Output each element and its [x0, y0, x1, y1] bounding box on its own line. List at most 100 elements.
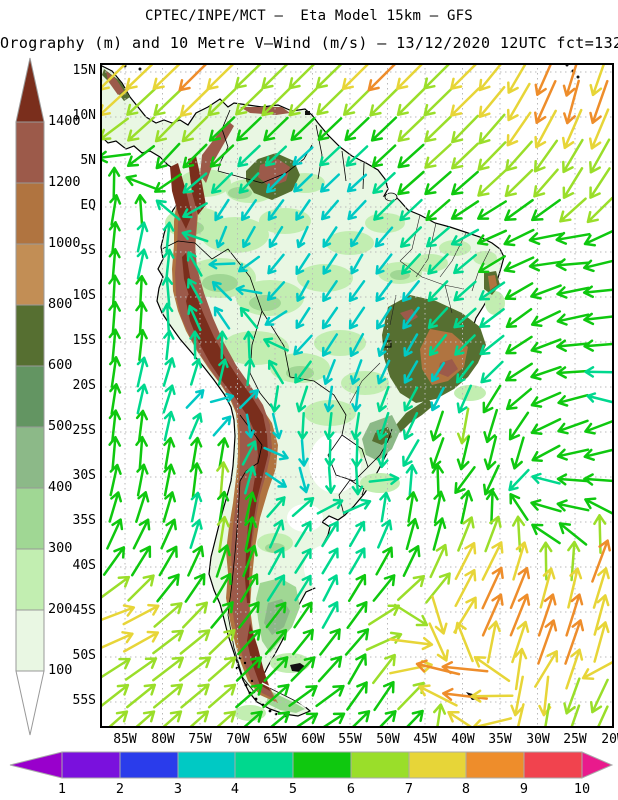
wind-arrow: [324, 439, 336, 467]
wind-arrow: [184, 573, 206, 603]
wind-arrow: [342, 498, 372, 514]
wind-arrow: [135, 409, 149, 443]
wind-arrow: [429, 410, 444, 442]
marajo-island: [384, 192, 398, 202]
wind-arrow: [100, 631, 134, 650]
wind-arrow: [109, 383, 122, 415]
wind-arrow: [350, 226, 364, 248]
wind-arrow: [369, 87, 399, 117]
wind-arrow: [402, 306, 420, 330]
wind-arrow: [351, 464, 364, 496]
wind-band-5-6: [292, 751, 352, 779]
lon-tick-85W: 85W: [113, 732, 137, 747]
wind-arrow: [405, 464, 418, 496]
lat-tick-5S: 5S: [80, 243, 96, 258]
wind-arrow: [433, 703, 447, 728]
wind-arrow: [132, 518, 151, 550]
wind-arrow: [430, 361, 446, 383]
wind-arrow: [557, 393, 589, 407]
wind-arrow: [188, 412, 203, 440]
oro-level-600: 600: [48, 357, 73, 373]
wind-arrow: [537, 593, 557, 637]
lat-tick-45S: 45S: [72, 603, 96, 618]
wind-arrow: [514, 647, 528, 691]
wind-arrow: [266, 574, 286, 602]
venezuela-coastal-range: [240, 107, 290, 115]
wind-arrow: [186, 278, 203, 304]
wind-arrow: [135, 435, 148, 471]
map-frame: [100, 63, 614, 728]
wind-arrow: [504, 282, 534, 301]
wind-arrow: [293, 173, 313, 193]
wind-arrow: [294, 360, 312, 384]
wind-arrow: [346, 173, 368, 193]
wind-arrow: [292, 146, 314, 166]
lat-tick-10S: 10S: [72, 288, 96, 303]
wind-arrow: [505, 335, 533, 355]
wind-arrow: [189, 519, 203, 549]
wind-arrow: [350, 412, 362, 440]
wind-arrow: [235, 683, 263, 709]
wind-arrow: [297, 411, 309, 441]
wind-arrow: [508, 411, 530, 441]
wind-arrow: [477, 200, 507, 220]
wind-level-1: 1: [57, 781, 67, 797]
wind-arrow: [555, 258, 591, 272]
wind-arrow: [153, 602, 183, 628]
wind-arrow: [323, 412, 335, 440]
wind-arrow: [404, 709, 424, 728]
wind-arrow: [556, 313, 590, 326]
wind-arrow: [244, 465, 257, 495]
wind-arrow: [242, 544, 258, 578]
wind-arrow: [125, 174, 157, 190]
wind-arrow: [125, 63, 156, 90]
wind-arrow: [592, 567, 610, 609]
wind-arrow: [460, 489, 474, 525]
wind-arrow: [261, 87, 291, 117]
wind-level-7: 7: [404, 781, 414, 797]
wind-arrow: [290, 116, 316, 142]
wind-arrow: [136, 248, 149, 280]
wind-arrow: [506, 82, 531, 122]
wind-arrow: [238, 601, 260, 629]
wind-arrow: [323, 385, 335, 413]
oro-level-1000: 1000: [48, 235, 81, 251]
wind-arrow: [476, 229, 508, 246]
wind-arrow: [108, 166, 121, 200]
wind-arrow: [319, 173, 341, 193]
wind-arrow: [294, 574, 312, 602]
wind-arrow: [241, 710, 263, 728]
wind-arrow: [442, 687, 488, 701]
minas-highlands-tan: [420, 329, 468, 385]
wind-arrow: [155, 142, 181, 170]
cordillera-oriental: [188, 156, 206, 215]
wind-arrow: [530, 499, 562, 513]
wind-band-8-9: [465, 751, 525, 779]
wind-arrow: [208, 116, 236, 142]
oro-band-500-600: [15, 365, 45, 428]
wind-arrow: [187, 545, 205, 577]
wind-arrow: [213, 306, 231, 330]
wind-arrow: [109, 463, 122, 497]
wind-arrow: [555, 231, 591, 245]
wind-arrow: [295, 253, 311, 275]
wind-arrow: [214, 710, 236, 728]
wind-arrow: [402, 545, 421, 577]
wind-arrow: [100, 150, 132, 164]
wind-arrow: [293, 334, 313, 356]
wind-arrow: [124, 657, 158, 681]
wind-arrow: [293, 601, 313, 629]
wind-arrow: [485, 489, 499, 525]
patagonia-green2: [264, 599, 290, 635]
wind-arrow: [189, 330, 201, 360]
lon-tick-70W: 70W: [226, 732, 250, 747]
lon-tick-65W: 65W: [263, 732, 287, 747]
wind-arrow: [179, 629, 211, 655]
wind-arrow: [473, 655, 511, 683]
wind-band-1-2: [61, 751, 121, 779]
wind-arrow: [423, 63, 452, 90]
wind-arrow: [504, 168, 534, 198]
wind-arrow: [556, 473, 590, 486]
wind-arrow: [263, 116, 289, 142]
